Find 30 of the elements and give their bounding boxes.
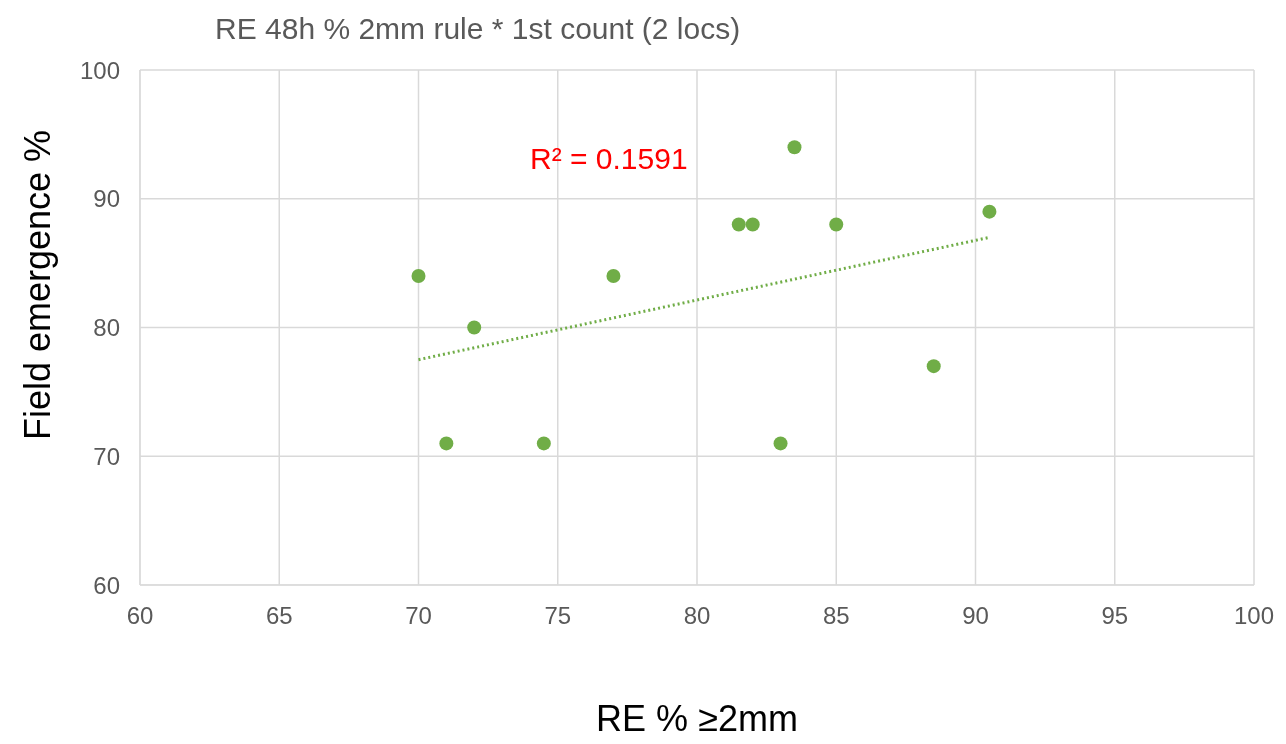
point (439, 436, 454, 451)
point (829, 217, 844, 232)
x-tick-label: 60 (126, 602, 154, 630)
point (745, 217, 760, 232)
x-tick-label: 95 (1101, 602, 1129, 630)
y-tick-label: 90 (93, 185, 120, 213)
point (731, 217, 746, 232)
annotation: R² = 0.1591 (530, 142, 688, 176)
x-axis-title: RE % ≥2mm (595, 698, 799, 740)
point (926, 359, 941, 374)
point (787, 140, 802, 155)
y-axis-title: Field emergence % (17, 129, 59, 441)
x-tick-label: 80 (683, 602, 711, 630)
point (536, 436, 551, 451)
x-tick-label: 65 (265, 602, 293, 630)
x-tick-label: 70 (405, 602, 432, 630)
point (467, 320, 482, 335)
x-tick-label: 100 (1233, 602, 1275, 630)
point (773, 436, 788, 451)
point (411, 269, 426, 283)
y-tick-label: 70 (93, 442, 120, 470)
x-tick-label: 75 (544, 602, 572, 630)
y-tick-label: 100 (79, 56, 120, 84)
x-tick-label: 90 (962, 602, 989, 630)
point (982, 204, 997, 219)
x-tick-label: 85 (822, 602, 850, 630)
point (606, 269, 621, 283)
y-tick-label: 60 (93, 571, 120, 599)
chart-title: RE 48h % 2mm rule * 1st count (2 locs) (215, 12, 741, 46)
y-tick-label: 80 (93, 314, 120, 342)
